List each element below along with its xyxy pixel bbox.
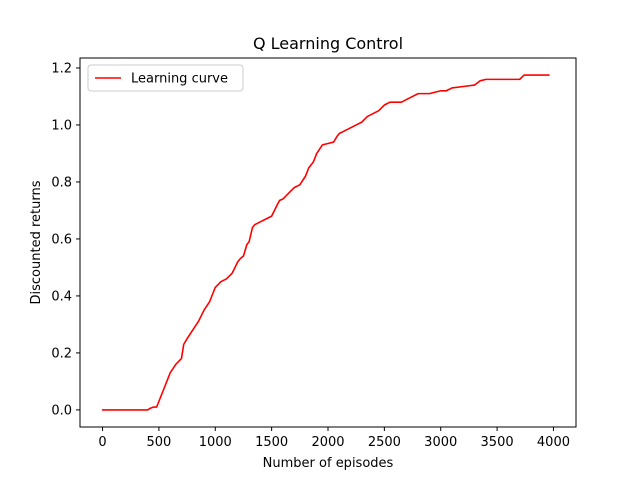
legend: Learning curve	[87, 64, 244, 92]
x-tick-label: 2000	[311, 435, 344, 450]
x-tick-label: 500	[146, 435, 171, 450]
x-tick-label: 4000	[537, 435, 570, 450]
y-tick-label: 0.2	[51, 346, 72, 361]
legend-entry-learning-curve: Learning curve	[131, 72, 228, 87]
y-axis-label: Discounted returns	[29, 180, 44, 304]
y-tick-label: 0.6	[51, 232, 72, 247]
x-axis-ticks: 0 500 1000 1500 2000 2500 3000 3500 4000	[98, 427, 570, 450]
y-tick-label: 0.0	[51, 403, 72, 418]
x-tick-label: 1000	[199, 435, 232, 450]
y-tick-label: 1.0	[51, 118, 72, 133]
x-tick-label: 0	[98, 435, 106, 450]
plot-area	[80, 58, 576, 427]
y-tick-label: 0.4	[51, 289, 72, 304]
y-tick-label: 1.2	[51, 61, 72, 76]
legend-box	[87, 64, 244, 92]
plot-frame	[79, 57, 577, 428]
series-line-learning-curve	[101, 74, 550, 411]
x-tick-label: 3500	[481, 435, 514, 450]
series-layer	[101, 74, 550, 411]
x-axis-label: Number of episodes	[263, 456, 394, 471]
x-tick-label: 3000	[424, 435, 457, 450]
y-axis-ticks: 0.0 0.2 0.4 0.6 0.8 1.0 1.2	[51, 61, 80, 418]
x-tick-label: 2500	[368, 435, 401, 450]
x-tick-label: 1500	[255, 435, 288, 450]
chart-title: Q Learning Control	[253, 34, 403, 53]
y-tick-label: 0.8	[51, 175, 72, 190]
